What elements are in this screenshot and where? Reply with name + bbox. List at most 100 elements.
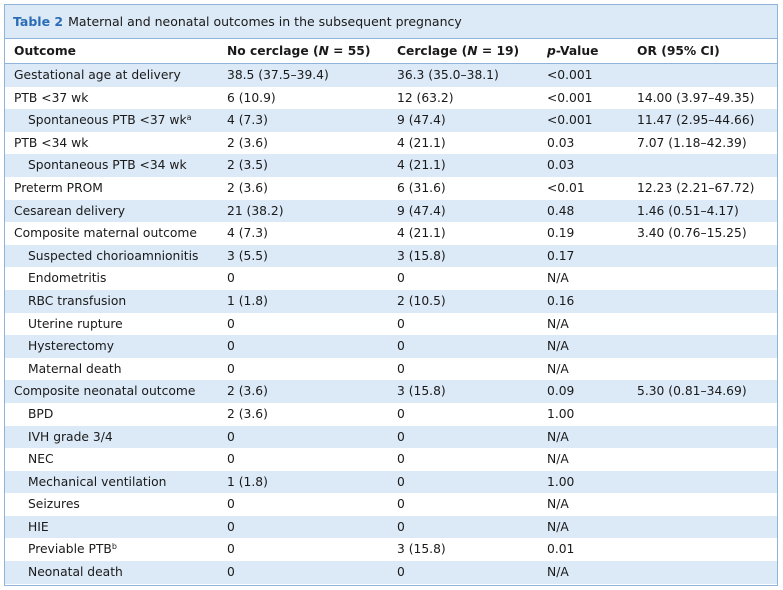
cell-cerclage: 0 (397, 515, 547, 539)
cell-cerclage: 3 (15.8) (397, 542, 446, 557)
cell-p-value: 0.19 (547, 226, 575, 241)
cell-p-value: 1.00 (547, 470, 637, 494)
table-row: HIE 0 0 N/A (5, 515, 777, 539)
cell-no-cerclage: 2 (3.6) (227, 380, 397, 403)
cell-p-value: <0.001 (547, 90, 593, 105)
cell-or: 7.07 (1.18–42.39) (637, 135, 747, 150)
cell-cerclage: 3 (15.8) (397, 244, 547, 268)
table-caption: Table 2 Maternal and neonatal outcomes in… (5, 5, 777, 39)
cell-or (637, 335, 777, 358)
cell-or (637, 267, 777, 290)
table-row: RBC transfusion 1 (1.8) 2 (10.5) 0.16 (5, 289, 777, 313)
cell-cerclage: 0 (397, 470, 547, 494)
cell-p-value: N/A (547, 497, 569, 512)
table-row: PTB <34 wk 2 (3.6) 4 (21.1) 0.03 7.07 (1.18–… (5, 132, 777, 155)
header-row: Outcome No cerclage (N = 55) Cerclage (N… (5, 39, 777, 64)
cell-no-cerclage: 2 (3.6) (227, 135, 268, 150)
table-row: Preterm PROM 2 (3.6) 6 (31.6) <0.01 12.23 (2… (5, 177, 777, 200)
cell-or (637, 154, 777, 177)
cell-p-value: <0.01 (547, 180, 585, 195)
cell-p-value: 0.17 (547, 244, 637, 268)
footnote-marker: b (111, 542, 117, 552)
table-row: Maternal death 0 0 N/A (5, 358, 777, 381)
cell-cerclage: 4 (21.1) (397, 135, 446, 150)
table-frame: Table 2 Maternal and neonatal outcomes in… (4, 4, 778, 586)
cell-no-cerclage: 0 (227, 497, 235, 512)
table-label: Table 2 (13, 14, 64, 29)
cell-or: 3.40 (0.76–15.25) (637, 226, 747, 241)
cell-no-cerclage: 1 (1.8) (227, 289, 397, 313)
table-row: NEC 0 0 N/A (5, 448, 777, 471)
cell-outcome: RBC transfusion (5, 289, 227, 313)
cell-no-cerclage: 0 (227, 561, 397, 584)
cell-outcome: Seizures (28, 497, 80, 512)
cell-p-value: N/A (547, 452, 569, 467)
table-row: Suspected chorioamnionitis 3 (5.5) 3 (15.8… (5, 244, 777, 268)
cell-or (637, 515, 777, 539)
table-row: Uterine rupture 0 0 N/A (5, 313, 777, 336)
cell-p-value: 0.03 (547, 135, 575, 150)
header-cerclage: Cerclage (N = 19) (397, 39, 547, 64)
cell-outcome: Previable PTBb (28, 542, 117, 557)
cell-no-cerclage: 0 (227, 452, 235, 467)
cell-cerclage: 0 (397, 361, 405, 376)
cell-no-cerclage: 3 (5.5) (227, 244, 397, 268)
cell-no-cerclage: 2 (3.6) (227, 180, 268, 195)
cell-outcome: BPD (28, 406, 54, 421)
cell-p-value: 0.16 (547, 289, 637, 313)
cell-outcome: Preterm PROM (14, 180, 103, 195)
cell-no-cerclage: 2 (3.6) (227, 406, 268, 421)
cell-no-cerclage: 2 (3.5) (227, 154, 397, 177)
cell-cerclage: 12 (63.2) (397, 90, 454, 105)
table-row: Endometritis 0 0 N/A (5, 267, 777, 290)
footnote-marker: a (186, 113, 192, 123)
cell-no-cerclage: 0 (227, 271, 235, 286)
cell-cerclage: 0 (397, 561, 547, 584)
cell-outcome: Cesarean delivery (5, 199, 227, 223)
cell-or (637, 403, 777, 426)
cell-p-value: <0.001 (547, 109, 637, 132)
table-body: Gestational age at delivery 38.5 (37.5–39… (5, 63, 777, 584)
table-row: Composite maternal outcome 4 (7.3) 4 (21.1… (5, 222, 777, 245)
cell-no-cerclage: 38.5 (37.5–39.4) (227, 63, 397, 87)
cell-or (637, 244, 777, 268)
table-row: Previable PTBb 0 3 (15.8) 0.01 (5, 538, 777, 561)
cell-outcome: Gestational age at delivery (5, 63, 227, 87)
cell-outcome: PTB <34 wk (14, 135, 89, 150)
cell-outcome: HIE (5, 515, 227, 539)
cell-or: 5.30 (0.81–34.69) (637, 380, 777, 403)
cell-or: 11.47 (2.95–44.66) (637, 109, 777, 132)
cell-cerclage: 0 (397, 316, 405, 331)
header-p-value: p-Value (547, 39, 637, 64)
cell-no-cerclage: 21 (38.2) (227, 199, 397, 223)
cell-p-value: N/A (547, 361, 569, 376)
table-row: Gestational age at delivery 38.5 (37.5–39… (5, 63, 777, 87)
header-no-cerclage: No cerclage (N = 55) (227, 39, 397, 64)
cell-p-value: 1.00 (547, 406, 575, 421)
cell-outcome: Suspected chorioamnionitis (5, 244, 227, 268)
cell-p-value: N/A (547, 515, 637, 539)
cell-or: 12.23 (2.21–67.72) (637, 180, 755, 195)
cell-cerclage: 0 (397, 406, 405, 421)
cell-outcome: Composite maternal outcome (14, 226, 197, 241)
cell-p-value: 0.03 (547, 154, 637, 177)
cell-no-cerclage: 4 (7.3) (227, 226, 268, 241)
cell-p-value: 0.01 (547, 542, 575, 557)
cell-p-value: <0.001 (547, 63, 637, 87)
cell-outcome: Endometritis (28, 271, 107, 286)
table-row: Cesarean delivery 21 (38.2) 9 (47.4) 0.48 1.… (5, 199, 777, 223)
cell-p-value: N/A (547, 271, 569, 286)
table-row: Neonatal death 0 0 N/A (5, 561, 777, 584)
cell-or: 1.46 (0.51–4.17) (637, 199, 777, 223)
cell-or (637, 313, 777, 336)
cell-or (637, 561, 777, 584)
cell-or (637, 63, 777, 87)
table-row: Composite neonatal outcome 2 (3.6) 3 (15.8… (5, 380, 777, 403)
cell-outcome: Maternal death (28, 361, 122, 376)
cell-outcome: PTB <37 wk (14, 90, 89, 105)
cell-no-cerclage: 0 (227, 335, 397, 358)
table-row: BPD 2 (3.6) 0 1.00 (5, 403, 777, 426)
cell-p-value: N/A (547, 335, 637, 358)
cell-no-cerclage: 6 (10.9) (227, 90, 276, 105)
cell-no-cerclage: 0 (227, 542, 235, 557)
